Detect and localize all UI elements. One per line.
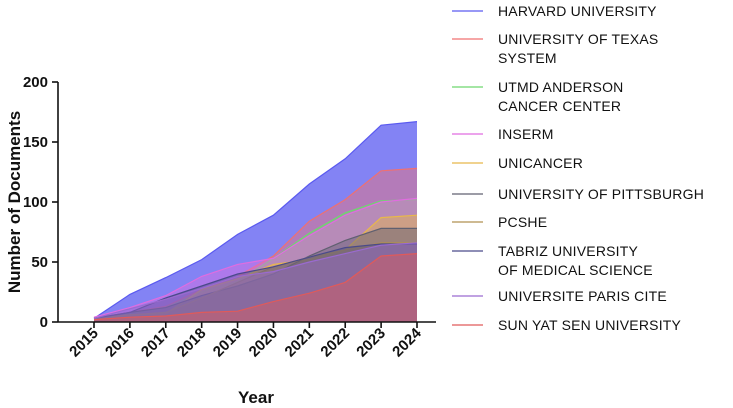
legend-item-inserm: INSERM (452, 126, 554, 142)
x-tick-label: 2021 (282, 325, 318, 361)
legend-item-university-of-texas-system: UNIVERSITY OF TEXAS SYSTEM (452, 31, 658, 66)
legend-item-sun-yat-sen-university: SUN YAT SEN UNIVERSITY (452, 317, 682, 333)
legend-item-universite-paris-cite: UNIVERSITE PARIS CITE (452, 288, 667, 304)
legend-label: OF MEDICAL SCIENCE (498, 262, 653, 278)
area-utmd-anderson-cancer-center (94, 199, 417, 322)
legend-label: UTMD ANDERSON (498, 79, 624, 95)
legend-item-pcshe: PCSHE (452, 214, 547, 230)
legend-item-tabriz-university-of-medical-science: TABRIZ UNIVERSITY OF MEDICAL SCIENCE (452, 243, 653, 278)
area-series-group (93, 121, 418, 322)
area-pcshe (94, 242, 417, 322)
x-tick-label: 2024 (389, 324, 425, 360)
y-tick-label: 0 (40, 314, 48, 331)
legend-label: SYSTEM (498, 50, 557, 66)
x-tick-label: 2023 (353, 325, 389, 361)
legend: HARVARD UNIVERSITY UNIVERSITY OF TEXAS SYS… (452, 3, 704, 333)
line-universite-paris-cite (93, 242, 418, 319)
line-sun-yat-sen-university (93, 253, 418, 321)
area-harvard-university (94, 121, 417, 322)
y-tick-label: 100 (23, 194, 48, 211)
legend-label: HARVARD UNIVERSITY (498, 3, 657, 19)
x-tick-label: 2017 (138, 325, 174, 361)
legend-label: TABRIZ UNIVERSITY (498, 243, 639, 259)
area-university-of-texas-system (94, 168, 417, 322)
x-axis-title: Year (238, 388, 274, 407)
area-tabriz-university-of-medical-science (94, 244, 417, 322)
line-inserm (93, 197, 418, 318)
legend-label: UNICANCER (498, 155, 583, 171)
y-tick-label: 50 (31, 254, 48, 271)
x-tick-label: 2015 (66, 325, 102, 361)
y-tick-label: 150 (23, 134, 48, 151)
area-universite-paris-cite (94, 242, 417, 322)
x-tick-label: 2022 (317, 325, 353, 361)
y-tick-label: 200 (23, 74, 48, 91)
x-tick-label: 2020 (246, 325, 282, 361)
x-tick-label: 2018 (174, 325, 210, 361)
line-tabriz-university-of-medical-science (93, 243, 417, 319)
x-ticks: 2015 2016 2017 2018 2019 2020 2021 2022 2023 2024 (66, 322, 425, 360)
y-ticks: 0 50 100 150 200 (23, 74, 58, 331)
legend-label: CANCER CENTER (498, 98, 621, 114)
area-unicancer (94, 215, 417, 322)
legend-label: UNIVERSITY OF PITTSBURGH (498, 186, 704, 202)
legend-label: INSERM (498, 126, 554, 142)
legend-label: PCSHE (498, 214, 547, 230)
legend-item-university-of-pittsburgh: UNIVERSITY OF PITTSBURGH (452, 186, 704, 202)
y-axis-title: Number of Documents (5, 111, 24, 293)
legend-item-utmd-anderson-cancer-center: UTMD ANDERSON CANCER CENTER (452, 79, 624, 114)
x-tick-label: 2019 (210, 325, 246, 361)
legend-item-unicancer: UNICANCER (452, 155, 583, 171)
legend-label: SUN YAT SEN UNIVERSITY (498, 317, 682, 333)
legend-item-harvard-university: HARVARD UNIVERSITY (452, 3, 657, 19)
line-harvard-university (93, 121, 418, 319)
legend-label: UNIVERSITY OF TEXAS (498, 31, 658, 47)
x-tick-label: 2016 (102, 325, 138, 361)
line-university-of-pittsburgh (93, 227, 417, 319)
legend-label: UNIVERSITE PARIS CITE (498, 288, 667, 304)
area-sun-yat-sen-university (94, 253, 417, 322)
